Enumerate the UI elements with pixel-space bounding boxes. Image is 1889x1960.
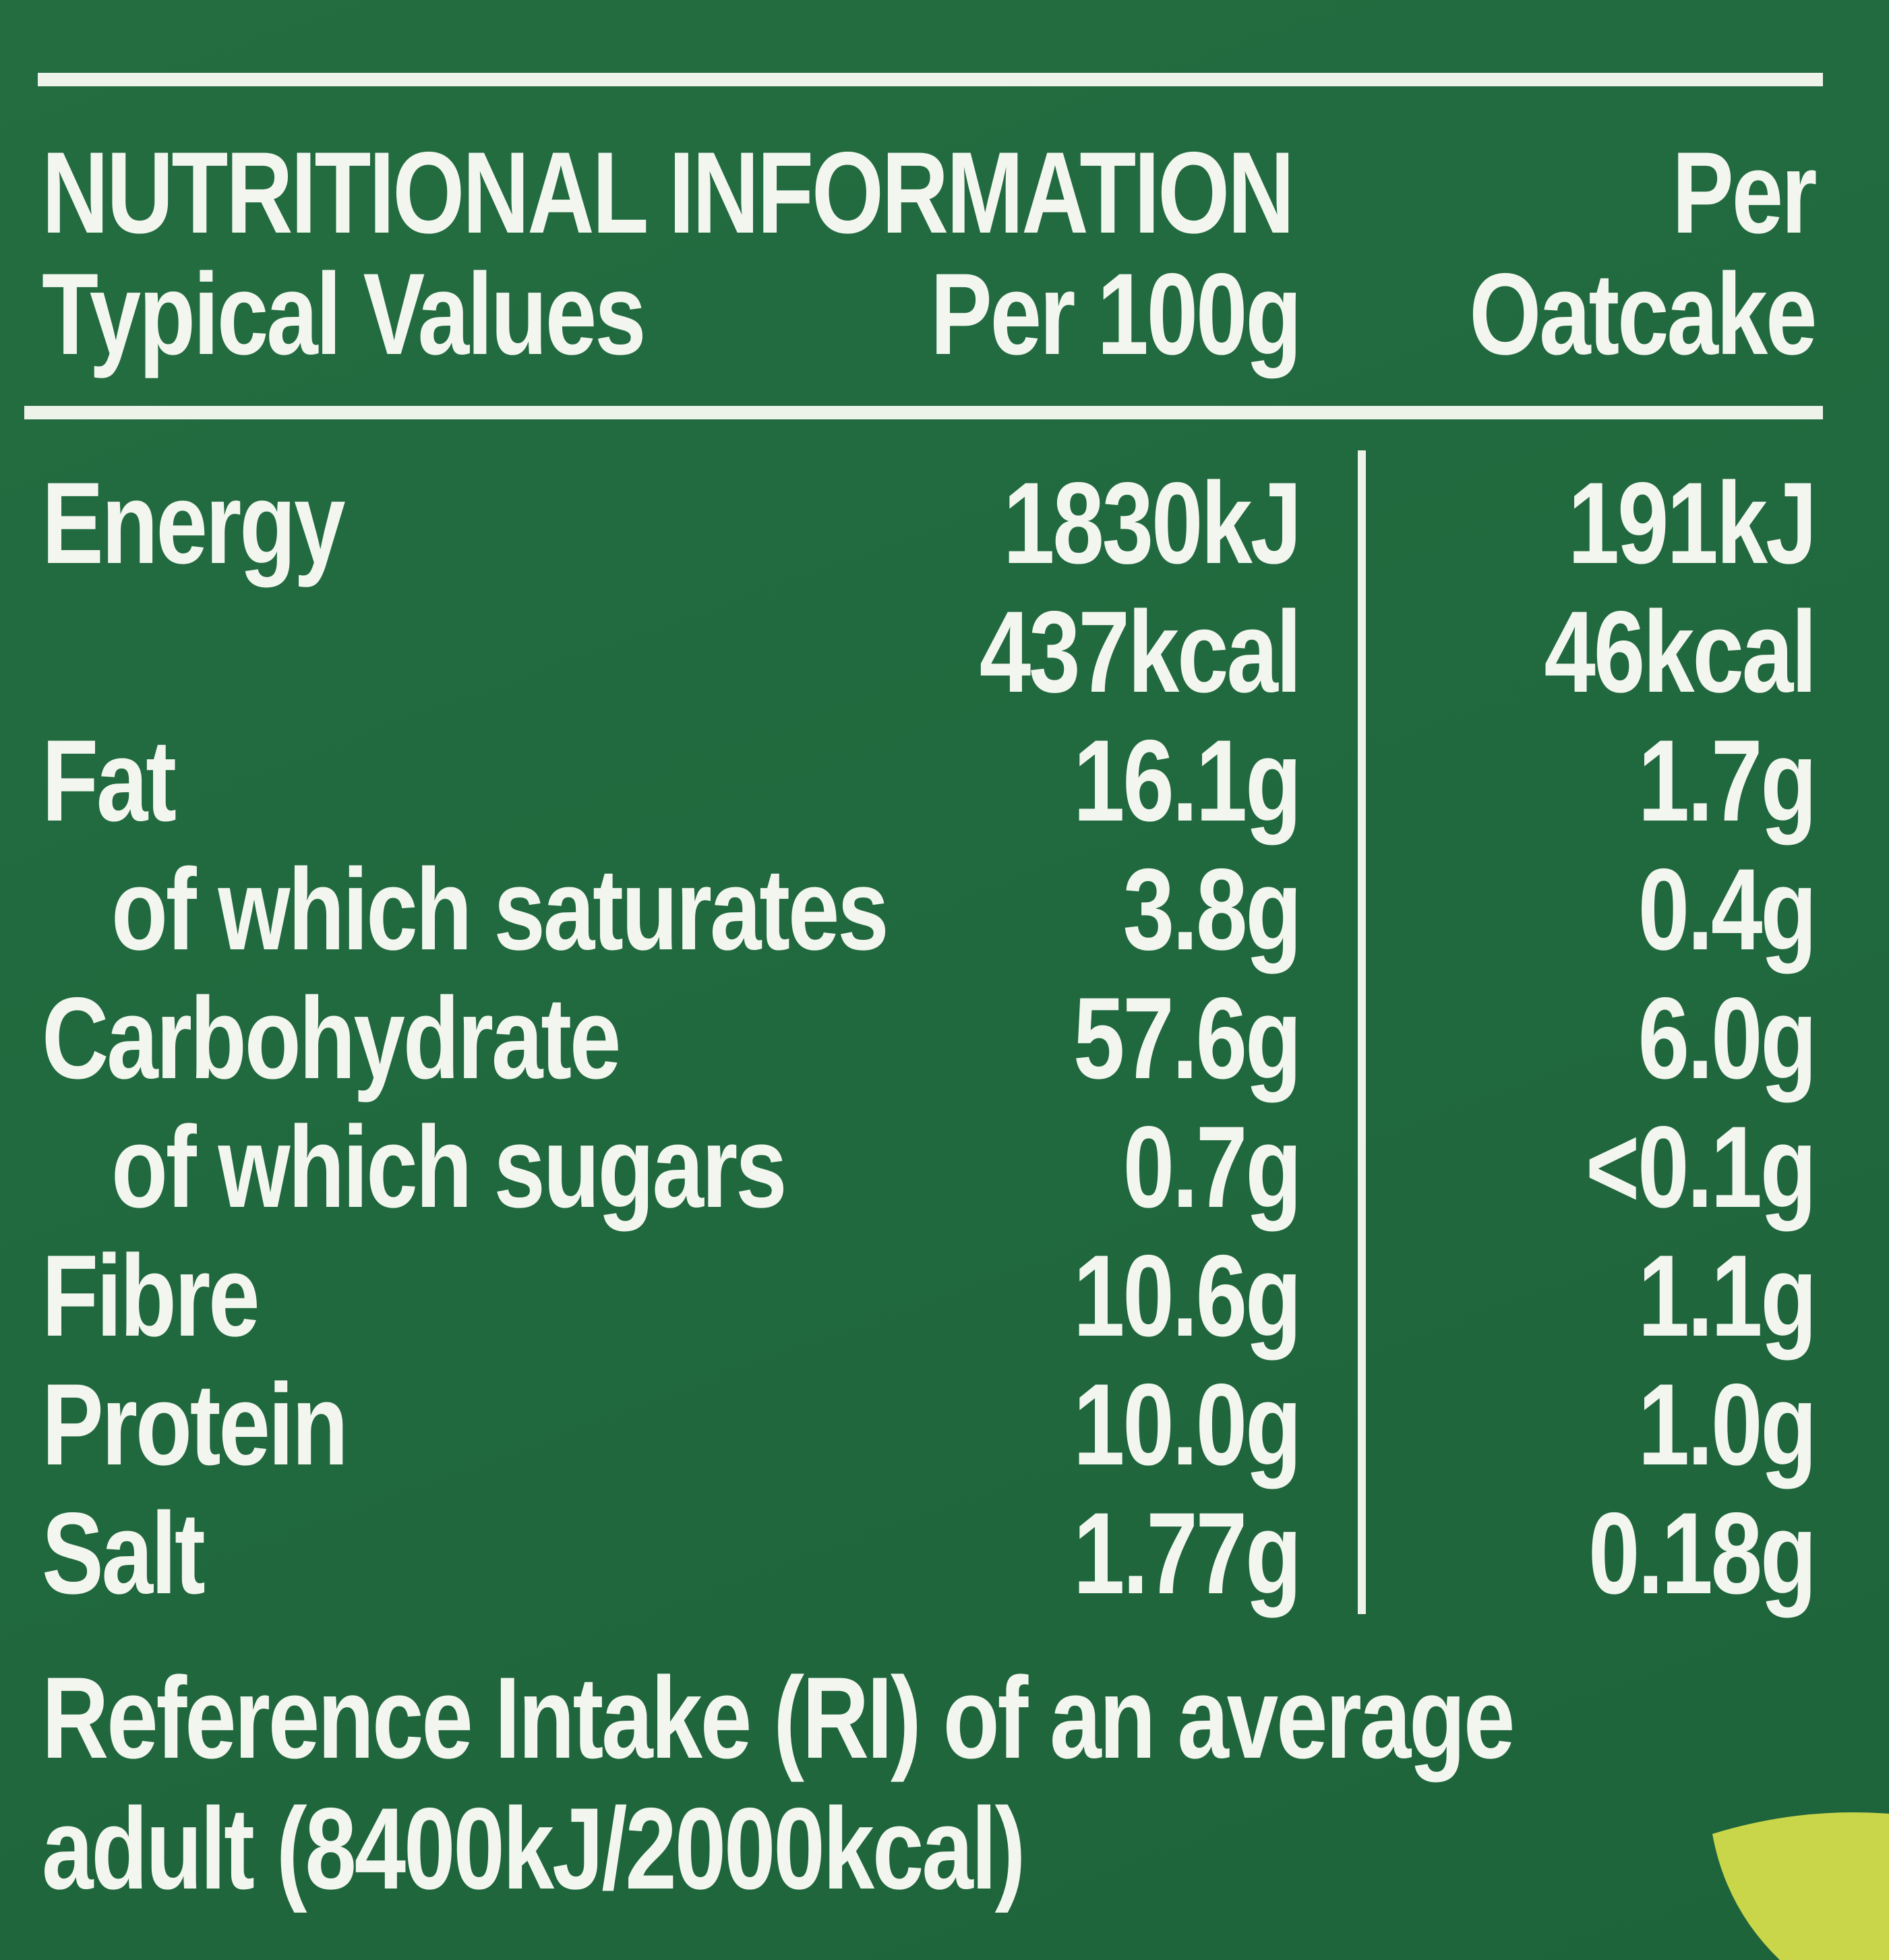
per-oatcake-value: 1.1g (1638, 1231, 1817, 1361)
row-label: Fibre (42, 1231, 260, 1361)
per-oatcake-value: 1.0g (1638, 1360, 1817, 1489)
per-100g-value: 10.6g (1073, 1231, 1302, 1361)
column-header: Oatcake (1468, 249, 1817, 379)
per-100g-value: 3.8g (1122, 845, 1302, 974)
per-oatcake-value: <0.1g (1586, 1102, 1817, 1232)
row-label: of which saturates (111, 845, 889, 974)
leaf (1712, 1812, 1889, 1960)
row-label: Energy (42, 458, 345, 588)
footer-text: Reference Intake (RI) of an average (42, 1653, 1515, 1783)
per-oatcake-value: 6.0g (1638, 974, 1817, 1103)
top-rule (38, 73, 1823, 86)
per-100g-value: 1.77g (1073, 1489, 1302, 1618)
row-label: Fat (42, 716, 177, 845)
row-label: Protein (42, 1360, 349, 1489)
column-divider (1358, 450, 1366, 1614)
per-oatcake-value: 1.7g (1638, 716, 1817, 845)
per-oatcake-value: 0.18g (1588, 1489, 1817, 1618)
per-oatcake-value: 46kcal (1544, 587, 1817, 717)
row-label: Salt (42, 1489, 206, 1618)
per-100g-value: 0.7g (1122, 1102, 1302, 1232)
per-100g-value: 16.1g (1073, 716, 1302, 845)
per-100g-value: 10.0g (1073, 1360, 1302, 1489)
column-header: Per 100g (930, 249, 1302, 379)
per-100g-value: 1830kJ (1003, 458, 1302, 588)
per-oatcake-value: 0.4g (1638, 845, 1817, 974)
row-label: Carbohydrate (42, 974, 621, 1103)
column-header: Typical Values (42, 249, 647, 379)
per-oatcake-value: 191kJ (1567, 458, 1817, 588)
column-header: Per (1671, 128, 1817, 258)
per-100g-value: 437kcal (980, 587, 1302, 717)
leaf-decoration (1712, 1812, 1889, 1960)
title: NUTRITIONAL INFORMATION (42, 128, 1294, 258)
header-rule (24, 406, 1823, 419)
footer-text: adult (8400kJ/2000kcal) (42, 1784, 1025, 1913)
per-100g-value: 57.6g (1073, 974, 1302, 1103)
row-label: of which sugars (111, 1102, 787, 1232)
